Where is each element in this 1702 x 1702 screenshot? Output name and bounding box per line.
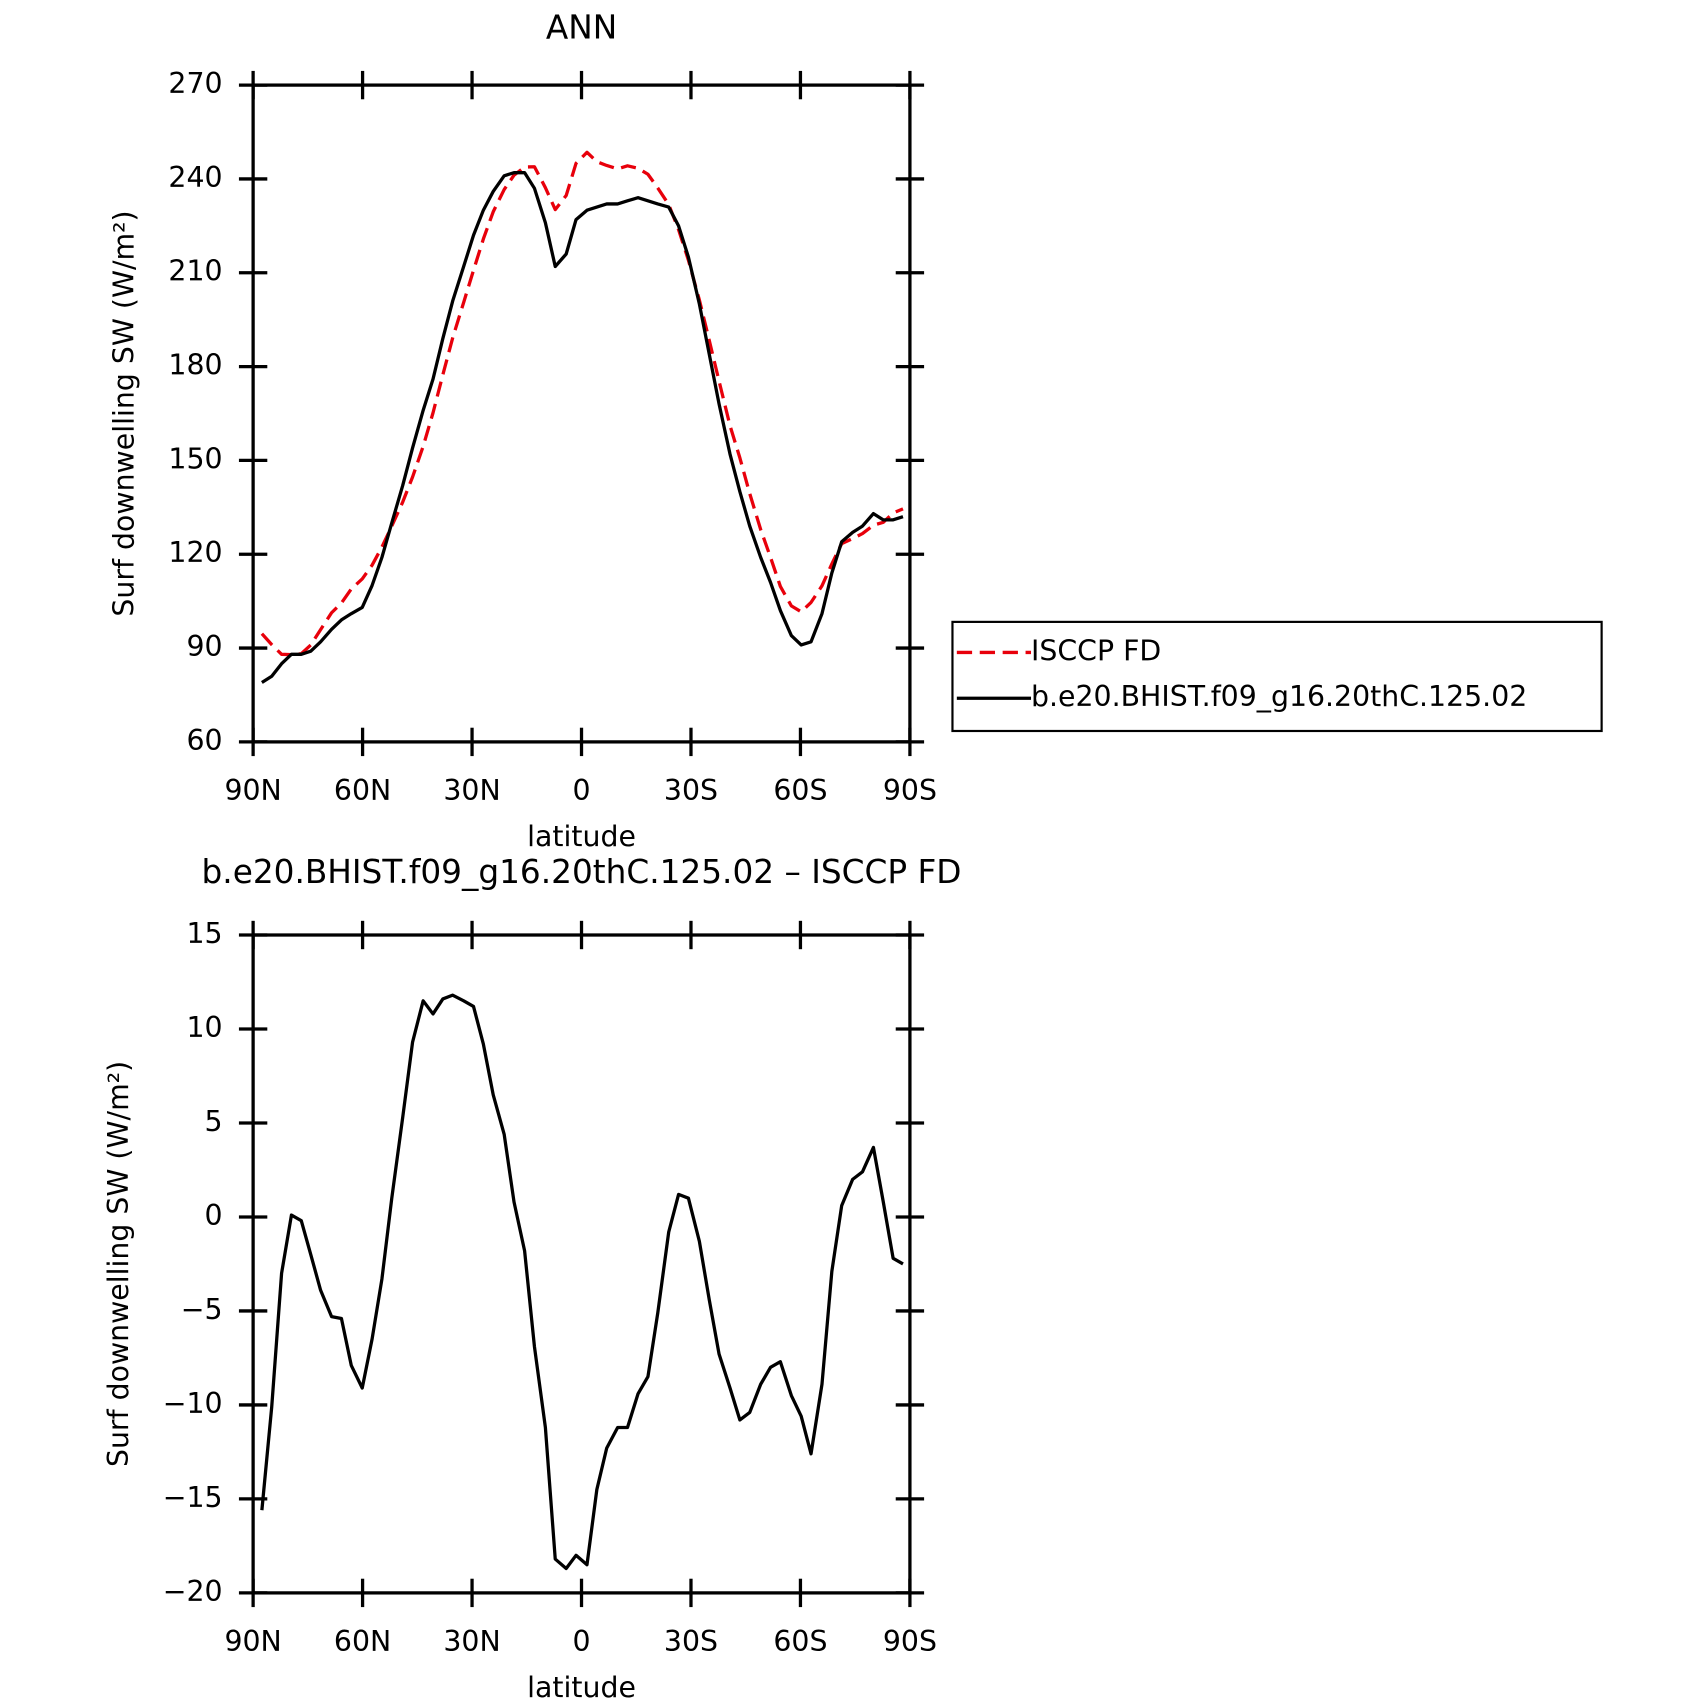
y-axis-label: Surf downwelling SW (W/m²) [102, 1061, 135, 1467]
y-tick-label: −5 [181, 1293, 223, 1326]
y-tick-label: 15 [186, 917, 222, 950]
x-tick-label: 60S [773, 774, 827, 807]
y-tick-label: 240 [168, 161, 222, 194]
data-line [261, 171, 904, 684]
y-tick-label: 10 [186, 1011, 222, 1044]
y-tick-label: 90 [186, 630, 222, 663]
y-tick-label: 0 [205, 1199, 223, 1232]
x-tick-label: 0 [572, 1625, 590, 1658]
legend-box [951, 620, 1603, 733]
y-tick-label: 5 [205, 1105, 223, 1138]
y-tick-label: 150 [168, 442, 222, 475]
x-tick-label: 60N [334, 1625, 391, 1658]
plot-frame [251, 933, 912, 1595]
data-line [260, 150, 904, 657]
x-tick-label: 90N [224, 774, 281, 807]
x-axis-label: latitude [527, 820, 636, 853]
y-tick-label: 120 [168, 536, 222, 569]
x-tick-label: 60N [334, 774, 391, 807]
legend-label: ISCCP FD [1031, 634, 1161, 667]
x-tick-label: 30S [664, 774, 718, 807]
x-tick-label: 30S [664, 1625, 718, 1658]
y-axis-label: Surf downwelling SW (W/m²) [107, 210, 140, 616]
data-line [260, 993, 904, 1571]
legend-label: b.e20.BHIST.f09_g16.20thC.125.02 [1031, 680, 1527, 713]
y-tick-label: 180 [168, 349, 222, 382]
chart-title: b.e20.BHIST.f09_g16.20thC.125.02 – ISCCP… [202, 853, 962, 891]
x-tick-label: 90S [883, 774, 937, 807]
y-tick-label: 210 [168, 255, 222, 288]
y-tick-label: −20 [163, 1575, 223, 1608]
x-tick-label: 90S [883, 1625, 937, 1658]
y-tick-label: −10 [163, 1387, 223, 1420]
y-tick-label: −15 [163, 1481, 223, 1514]
chart-title: ANN [546, 8, 617, 46]
y-tick-label: 60 [186, 724, 222, 757]
x-tick-label: 30N [443, 774, 500, 807]
x-tick-label: 60S [773, 1625, 827, 1658]
x-tick-label: 90N [224, 1625, 281, 1658]
x-tick-label: 0 [572, 774, 590, 807]
y-tick-label: 270 [168, 67, 222, 100]
x-tick-label: 30N [443, 1625, 500, 1658]
x-axis-label: latitude [527, 1671, 636, 1702]
